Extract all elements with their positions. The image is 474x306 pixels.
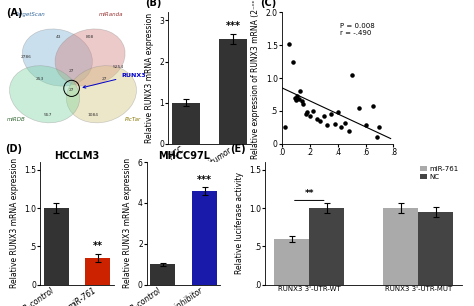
Text: TargetScan: TargetScan — [15, 13, 46, 17]
Point — [302, 112, 310, 117]
Text: miRanda: miRanda — [99, 13, 124, 17]
Point — [362, 123, 369, 128]
Point — [316, 118, 323, 123]
Text: (D): (D) — [5, 144, 22, 155]
Text: 27: 27 — [69, 88, 74, 92]
Ellipse shape — [55, 29, 125, 86]
Point — [369, 103, 376, 108]
Text: **: ** — [93, 241, 103, 251]
Text: 27: 27 — [101, 76, 107, 80]
Point — [295, 97, 302, 102]
Ellipse shape — [22, 29, 92, 86]
Text: 808: 808 — [86, 35, 94, 39]
Y-axis label: Relative RUNX3 mRNA expression: Relative RUNX3 mRNA expression — [123, 158, 132, 289]
Bar — [219, 39, 247, 144]
Point — [306, 114, 314, 119]
Text: ***: *** — [226, 21, 241, 31]
Text: (A): (A) — [6, 8, 23, 17]
Point — [327, 112, 335, 117]
Text: 5254: 5254 — [113, 65, 124, 69]
Text: 2786: 2786 — [20, 54, 32, 58]
Point — [331, 121, 339, 127]
Bar — [150, 264, 175, 285]
Point — [345, 128, 353, 133]
Point — [348, 72, 356, 77]
Bar — [85, 258, 110, 285]
Bar — [172, 103, 201, 144]
Point — [293, 94, 301, 99]
Bar — [192, 191, 217, 285]
Point — [376, 125, 383, 130]
Y-axis label: Relative expression of RUNX3 mRNA (2⁻ᶜᶜ): Relative expression of RUNX3 mRNA (2⁻ᶜᶜ) — [251, 0, 260, 159]
Point — [341, 120, 348, 125]
Legend: miR-761, NC: miR-761, NC — [419, 166, 459, 180]
Text: (C): (C) — [260, 0, 276, 8]
Text: 43: 43 — [56, 35, 62, 39]
Text: 557: 557 — [43, 113, 52, 117]
Text: (B): (B) — [145, 0, 162, 8]
Text: 27: 27 — [69, 69, 74, 73]
Title: HCCLM3: HCCLM3 — [55, 151, 100, 161]
Bar — [383, 208, 419, 285]
Y-axis label: Relative RUNX3 mRNA expression: Relative RUNX3 mRNA expression — [9, 158, 18, 289]
Point — [337, 125, 344, 130]
Text: miRDB: miRDB — [7, 117, 26, 122]
Text: PicTar: PicTar — [125, 117, 141, 122]
Point — [299, 102, 307, 107]
Point — [355, 105, 363, 110]
Text: ***: *** — [197, 175, 212, 185]
Point — [309, 109, 317, 114]
Y-axis label: Relative luciferase activity: Relative luciferase activity — [235, 172, 244, 274]
Point — [292, 97, 300, 102]
Y-axis label: Relative RUNX3 mRNA expression: Relative RUNX3 mRNA expression — [145, 13, 154, 143]
Text: P = 0.008
r = -.490: P = 0.008 r = -.490 — [340, 23, 375, 36]
Point — [303, 110, 311, 115]
Point — [334, 110, 341, 115]
Bar — [44, 208, 69, 285]
Bar — [274, 239, 309, 285]
Ellipse shape — [66, 66, 137, 123]
Point — [281, 125, 289, 130]
Text: 1084: 1084 — [87, 113, 99, 117]
Point — [296, 89, 304, 94]
Point — [323, 123, 330, 128]
Point — [291, 95, 298, 100]
X-axis label: Relative expression of miR-761 (2⁻ᶜᶜ): Relative expression of miR-761 (2⁻ᶜᶜ) — [267, 162, 409, 172]
Title: MHCC97L: MHCC97L — [158, 151, 210, 161]
Point — [289, 59, 297, 64]
Point — [320, 114, 328, 119]
Point — [285, 41, 293, 46]
Point — [298, 99, 305, 103]
Bar — [419, 212, 453, 285]
Text: 253: 253 — [36, 76, 45, 80]
Point — [313, 116, 320, 121]
Bar — [309, 208, 344, 285]
Text: **: ** — [304, 189, 314, 198]
Text: (E): (E) — [230, 144, 246, 155]
Text: RUNX3: RUNX3 — [83, 73, 146, 88]
Point — [373, 135, 381, 140]
Ellipse shape — [9, 66, 80, 123]
